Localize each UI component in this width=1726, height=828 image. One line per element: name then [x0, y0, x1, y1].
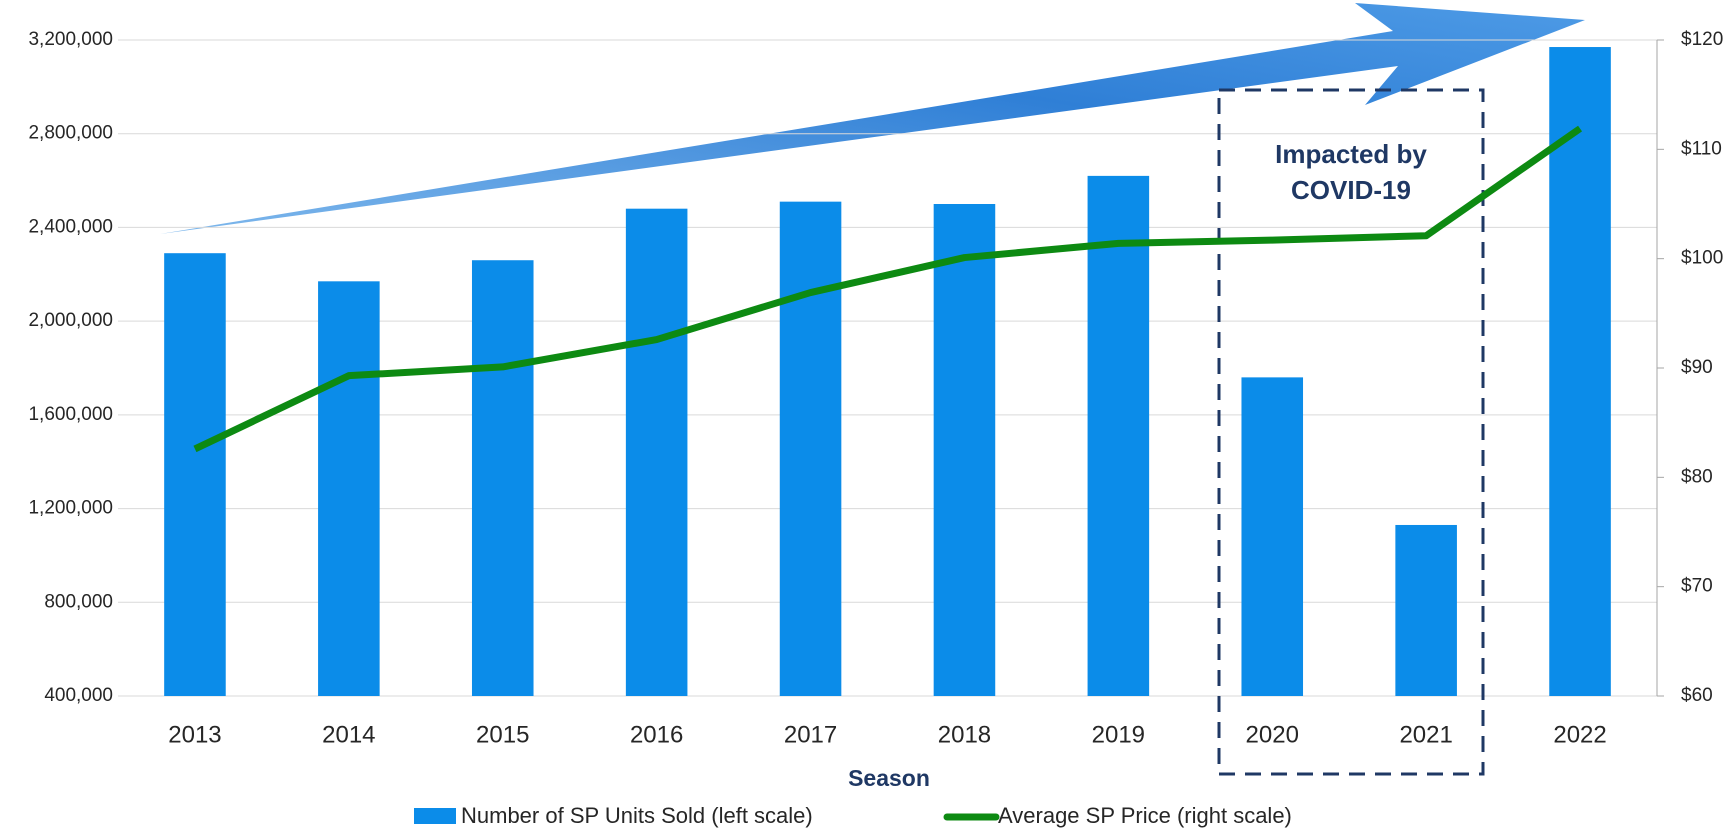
- x-tick-label: 2013: [168, 721, 221, 748]
- bar: [1241, 377, 1303, 696]
- bar: [472, 260, 534, 696]
- legend-label: Number of SP Units Sold (left scale): [461, 803, 813, 828]
- bar: [1395, 525, 1457, 696]
- y-tick-label: 1,200,000: [28, 498, 113, 519]
- bar: [164, 253, 226, 696]
- x-axis-title: Season: [848, 765, 930, 791]
- x-tick-label: 2014: [322, 721, 375, 748]
- y2-tick-label: $120: [1681, 29, 1723, 50]
- chart: Impacted by COVID-19 Season 400,000 800,0…: [0, 0, 1726, 828]
- y-tick-label: 3,200,000: [28, 29, 113, 50]
- y2-tick-label: $80: [1681, 466, 1713, 487]
- x-tick-label: 2022: [1553, 721, 1606, 748]
- bar: [780, 202, 842, 696]
- annotation: COVID-19: [1291, 175, 1411, 205]
- legend-swatch: [414, 808, 456, 824]
- x-tick-label: 2021: [1399, 721, 1452, 748]
- y-tick-label: 1,600,000: [28, 404, 113, 425]
- y2-tick-label: $110: [1681, 138, 1722, 159]
- y-tick-label: 800,000: [44, 591, 113, 612]
- y2-tick-label: $60: [1681, 685, 1713, 706]
- bar: [934, 204, 996, 696]
- y2-tick-label: $90: [1681, 357, 1713, 378]
- bar: [626, 209, 688, 696]
- y2-tick-label: $100: [1681, 248, 1723, 269]
- x-tick-label: 2018: [938, 721, 991, 748]
- y-tick-label: 400,000: [44, 685, 113, 706]
- annotation: Impacted by: [1275, 139, 1427, 169]
- legend-label: Average SP Price (right scale): [998, 803, 1292, 828]
- y2-tick-label: $70: [1681, 576, 1713, 597]
- y-tick-label: 2,400,000: [28, 216, 113, 237]
- x-tick-label: 2019: [1092, 721, 1145, 748]
- x-tick-label: 2015: [476, 721, 529, 748]
- y-tick-label: 2,000,000: [28, 310, 113, 331]
- bar: [318, 281, 380, 696]
- x-tick-label: 2016: [630, 721, 683, 748]
- x-tick-label: 2017: [784, 721, 837, 748]
- x-tick-label: 2020: [1246, 721, 1299, 748]
- bar: [1088, 176, 1150, 696]
- y-tick-label: 2,800,000: [28, 123, 113, 144]
